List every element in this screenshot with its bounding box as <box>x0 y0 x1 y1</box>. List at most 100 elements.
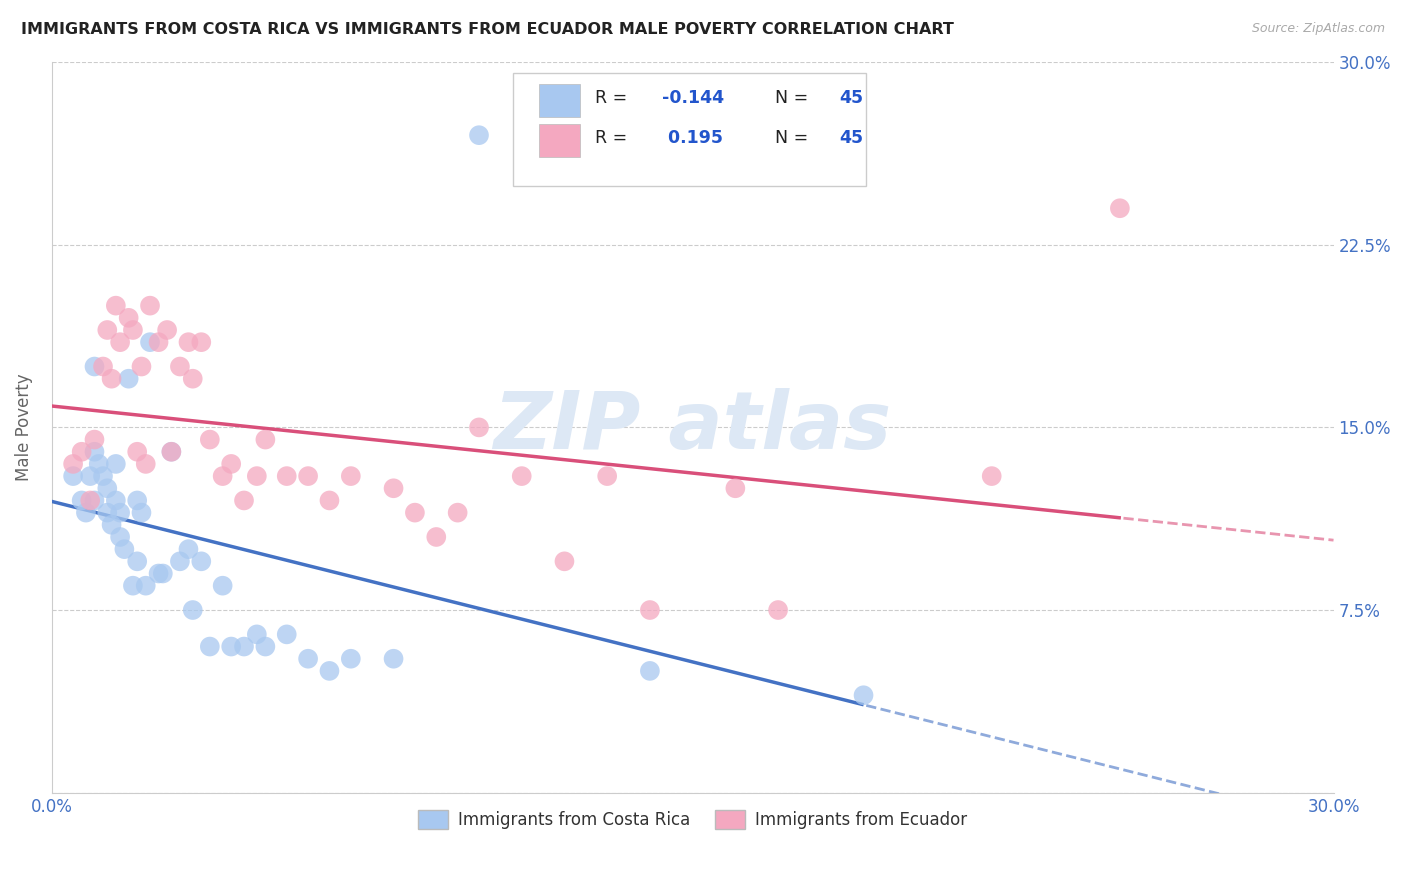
Point <box>425 530 447 544</box>
Point <box>219 457 242 471</box>
Point <box>139 335 162 350</box>
Y-axis label: Male Poverty: Male Poverty <box>15 374 32 481</box>
Text: Source: ZipAtlas.com: Source: ZipAtlas.com <box>1251 22 1385 36</box>
Point <box>276 469 298 483</box>
Point <box>219 640 242 654</box>
Point <box>127 444 149 458</box>
Point <box>246 469 269 483</box>
Point <box>91 359 114 374</box>
Point <box>104 457 127 471</box>
Point <box>980 469 1002 483</box>
Point <box>79 469 101 483</box>
Point <box>62 469 84 483</box>
Point <box>112 542 135 557</box>
Text: 0.195: 0.195 <box>662 129 723 147</box>
Point <box>62 457 84 471</box>
Point <box>131 506 153 520</box>
Text: 45: 45 <box>839 89 863 107</box>
Point <box>122 323 145 337</box>
Legend: Immigrants from Costa Rica, Immigrants from Ecuador: Immigrants from Costa Rica, Immigrants f… <box>412 803 974 836</box>
Point <box>246 627 269 641</box>
Point <box>108 506 131 520</box>
Point <box>181 603 204 617</box>
Point <box>340 651 363 665</box>
Point <box>160 444 183 458</box>
Point <box>446 506 468 520</box>
Point <box>148 335 170 350</box>
Point <box>766 603 789 617</box>
Point <box>70 444 93 458</box>
Point <box>276 627 298 641</box>
Point <box>100 517 122 532</box>
Point <box>156 323 179 337</box>
Point <box>127 493 149 508</box>
Point <box>96 323 118 337</box>
Point <box>233 493 256 508</box>
Point <box>638 664 661 678</box>
Point <box>852 688 875 702</box>
Point <box>254 640 277 654</box>
Point <box>122 579 145 593</box>
Point <box>83 359 105 374</box>
Point <box>211 469 233 483</box>
Point <box>190 335 212 350</box>
Point <box>198 433 221 447</box>
Text: IMMIGRANTS FROM COSTA RICA VS IMMIGRANTS FROM ECUADOR MALE POVERTY CORRELATION C: IMMIGRANTS FROM COSTA RICA VS IMMIGRANTS… <box>21 22 953 37</box>
Point <box>169 359 191 374</box>
Point <box>118 310 141 325</box>
Point <box>177 542 200 557</box>
Point <box>553 554 575 568</box>
Point <box>1109 201 1132 215</box>
FancyBboxPatch shape <box>538 84 579 117</box>
Point <box>254 433 277 447</box>
Point <box>108 335 131 350</box>
Point <box>83 444 105 458</box>
Point <box>211 579 233 593</box>
Point <box>510 469 533 483</box>
Point <box>108 530 131 544</box>
Text: -0.144: -0.144 <box>662 89 724 107</box>
Point <box>79 493 101 508</box>
FancyBboxPatch shape <box>538 124 579 157</box>
Point <box>127 554 149 568</box>
Point <box>297 651 319 665</box>
Point <box>135 579 157 593</box>
Point <box>468 128 491 143</box>
Point <box>198 640 221 654</box>
Point <box>404 506 426 520</box>
Text: R =: R = <box>595 129 633 147</box>
Point <box>340 469 363 483</box>
Point <box>131 359 153 374</box>
Point <box>118 372 141 386</box>
Point <box>83 493 105 508</box>
Point <box>382 651 405 665</box>
Text: 45: 45 <box>839 129 863 147</box>
Point <box>382 481 405 495</box>
Point <box>87 457 110 471</box>
Text: ZIP atlas: ZIP atlas <box>494 388 891 467</box>
Point <box>96 506 118 520</box>
FancyBboxPatch shape <box>513 73 866 186</box>
Point <box>75 506 97 520</box>
Point <box>724 481 747 495</box>
Point <box>135 457 157 471</box>
Point <box>318 664 340 678</box>
Point <box>91 469 114 483</box>
Point <box>148 566 170 581</box>
Point <box>83 433 105 447</box>
Point <box>139 299 162 313</box>
Text: N =: N = <box>775 129 814 147</box>
Point <box>596 469 619 483</box>
Point <box>468 420 491 434</box>
Point <box>70 493 93 508</box>
Point <box>100 372 122 386</box>
Point <box>190 554 212 568</box>
Point <box>169 554 191 568</box>
Point <box>152 566 174 581</box>
Text: R =: R = <box>595 89 633 107</box>
Point <box>104 493 127 508</box>
Point <box>96 481 118 495</box>
Text: N =: N = <box>775 89 814 107</box>
Point <box>638 603 661 617</box>
Point <box>181 372 204 386</box>
